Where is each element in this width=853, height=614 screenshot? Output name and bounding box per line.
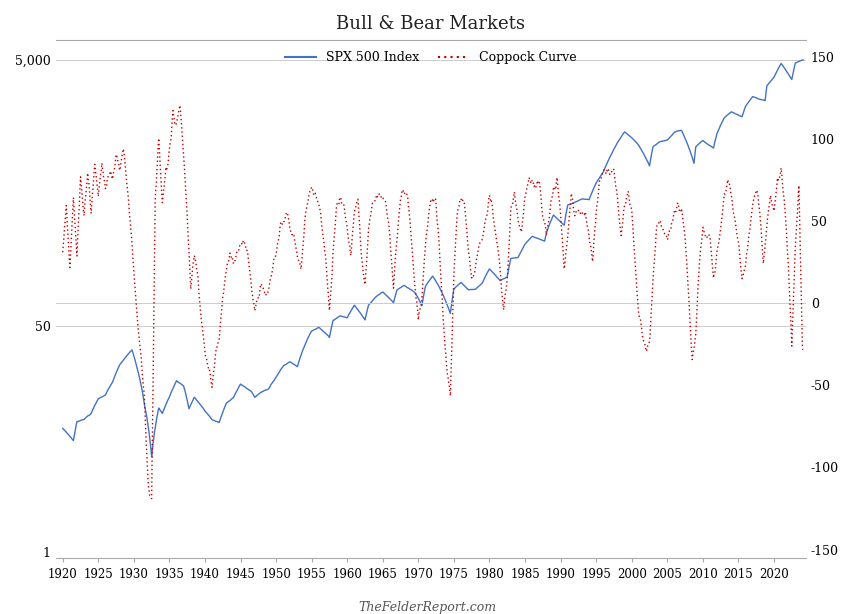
Legend: SPX 500 Index, Coppock Curve: SPX 500 Index, Coppock Curve bbox=[280, 47, 581, 69]
Title: Bull & Bear Markets: Bull & Bear Markets bbox=[336, 15, 525, 33]
Text: TheFelderReport.com: TheFelderReport.com bbox=[357, 601, 496, 614]
